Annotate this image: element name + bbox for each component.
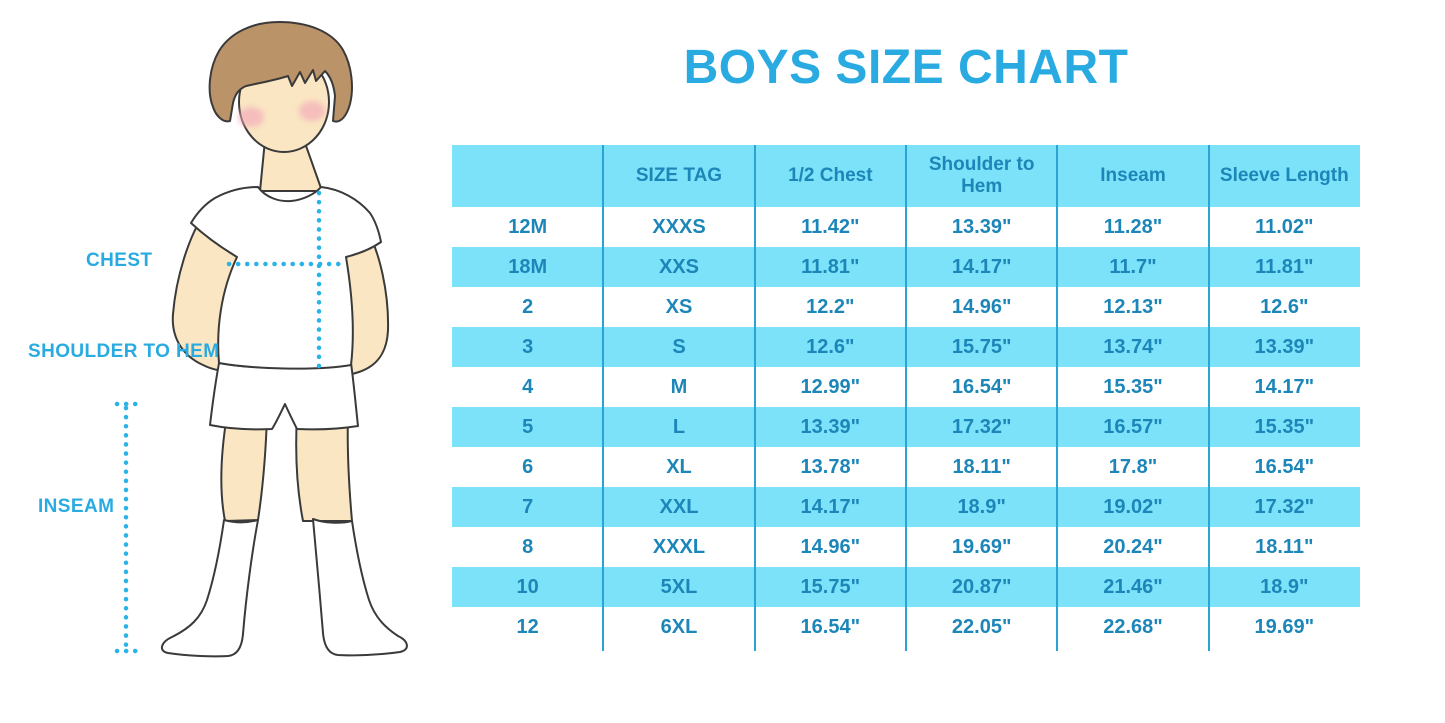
boy-shirt <box>190 186 382 370</box>
cell-size: 8 <box>522 535 534 558</box>
cell-size: 10 <box>516 575 539 598</box>
cell-sleeve-length: 14.17" <box>1254 375 1315 398</box>
cell-half-chest: 12.6" <box>806 335 855 358</box>
cell-size-tag: XL <box>666 455 692 478</box>
cell-shoulder-to-hem: 14.96" <box>951 295 1012 318</box>
cell-size-tag: XXS <box>658 255 699 278</box>
cell-shoulder-to-hem: 15.75" <box>951 335 1012 358</box>
cell-inseam: 12.13" <box>1103 295 1163 318</box>
column-divider <box>753 145 756 651</box>
cell-inseam: 22.68" <box>1103 615 1163 638</box>
cell-sleeve-length: 15.35" <box>1254 415 1315 438</box>
cell-shoulder-to-hem: 16.54" <box>951 375 1012 398</box>
cell-sleeve-length: 17.32" <box>1254 495 1315 518</box>
cell-sleeve-length: 12.6" <box>1260 295 1309 318</box>
cell-inseam: 13.74" <box>1103 335 1163 358</box>
header-cell-inseam: Inseam <box>1100 165 1166 187</box>
cell-size-tag: 6XL <box>660 615 698 638</box>
table-row: 12M XXXS 11.42" 13.39" 11.28" 11.02" <box>452 207 1360 247</box>
cell-size: 7 <box>522 495 534 518</box>
cell-size: 5 <box>522 415 534 438</box>
cell-size-tag: XXXS <box>652 215 706 238</box>
cell-half-chest: 12.99" <box>800 375 861 398</box>
cell-inseam: 16.57" <box>1103 415 1163 438</box>
cell-size-tag: XXXL <box>652 535 706 558</box>
page-title: BOYS SIZE CHART <box>683 41 1129 94</box>
cell-shoulder-to-hem: 19.69" <box>951 535 1012 558</box>
cell-half-chest: 14.96" <box>800 535 861 558</box>
column-divider <box>905 145 907 651</box>
cell-half-chest: 13.78" <box>800 455 861 478</box>
cell-size-tag: XXL <box>659 495 699 518</box>
cell-half-chest: 11.81" <box>801 255 860 278</box>
boy-hair <box>208 21 353 123</box>
cell-size: 12 <box>516 615 539 638</box>
table-row: 12 6XL 16.54" 22.05" 22.68" 19.69" <box>452 607 1360 647</box>
header-cell-shoulder-to-hem: Shoulder to Hem <box>928 154 1035 197</box>
cell-sleeve-length: 11.02" <box>1255 215 1314 238</box>
cell-size: 3 <box>522 335 534 358</box>
cell-sleeve-length: 18.11" <box>1255 535 1314 558</box>
cell-size: 12M <box>508 215 548 238</box>
cell-sleeve-length: 19.69" <box>1254 615 1315 638</box>
cell-shoulder-to-hem: 20.87" <box>951 575 1012 598</box>
cell-half-chest: 13.39" <box>800 415 861 438</box>
table-row: 8 XXXL 14.96" 19.69" 20.24" 18.11" <box>452 527 1360 567</box>
cell-inseam: 17.8" <box>1108 455 1158 478</box>
cell-size-tag: S <box>672 335 686 358</box>
cell-half-chest: 12.2" <box>806 295 855 318</box>
cell-sleeve-length: 16.54" <box>1254 455 1315 478</box>
cell-half-chest: 15.75" <box>800 575 861 598</box>
size-chart-table: SIZE TAG 1/2 Chest Shoulder to Hem Insea… <box>452 145 1360 651</box>
cell-half-chest: 16.54" <box>800 615 861 638</box>
cell-shoulder-to-hem: 17.32" <box>951 415 1012 438</box>
cell-sleeve-length: 18.9" <box>1260 575 1309 598</box>
cell-inseam: 11.28" <box>1103 215 1163 238</box>
cell-sleeve-length: 11.81" <box>1255 255 1314 278</box>
chest-label: CHEST <box>86 250 153 271</box>
boy-left-leg <box>220 414 268 522</box>
cell-size: 2 <box>522 295 534 318</box>
header-cell-size-tag: SIZE TAG <box>635 165 723 187</box>
table-row: 2 XS 12.2" 14.96" 12.13" 12.6" <box>452 287 1360 327</box>
boy-right-leg <box>295 414 353 522</box>
cell-inseam: 19.02" <box>1103 495 1163 518</box>
cell-sleeve-length: 13.39" <box>1254 335 1315 358</box>
cell-half-chest: 11.42" <box>801 215 860 238</box>
cell-inseam: 21.46" <box>1103 575 1163 598</box>
column-divider <box>1207 145 1210 651</box>
header-cell-half-chest: 1/2 Chest <box>788 165 873 187</box>
inseam-label: INSEAM <box>38 496 115 517</box>
cell-shoulder-to-hem: 18.11" <box>952 455 1011 478</box>
header-cell-sleeve-length: Sleeve Length <box>1219 165 1349 187</box>
boy-measurement-figure <box>114 21 408 658</box>
shoulder-to-hem-label: SHOULDER TO HEM <box>28 341 220 362</box>
cell-shoulder-to-hem: 22.05" <box>951 615 1012 638</box>
cell-shoulder-to-hem: 13.39" <box>951 215 1012 238</box>
cell-size-tag: XS <box>665 295 693 318</box>
cell-inseam: 15.35" <box>1103 375 1163 398</box>
cell-size: 4 <box>522 375 534 398</box>
cell-inseam: 20.24" <box>1103 535 1163 558</box>
cell-inseam: 11.7" <box>1109 255 1157 278</box>
table-row: 4 M 12.99" 16.54" 15.35" 14.17" <box>452 367 1360 407</box>
header-cell-size <box>452 145 603 207</box>
cell-shoulder-to-hem: 18.9" <box>957 495 1006 518</box>
boy-blush-left <box>238 107 264 127</box>
cell-size-tag: L <box>672 415 686 438</box>
boy-right-sock <box>312 518 408 657</box>
boy-blush-right <box>299 101 325 121</box>
column-divider <box>1056 145 1059 651</box>
cell-shoulder-to-hem: 14.17" <box>951 255 1012 278</box>
cell-size: 18M <box>508 255 548 278</box>
cell-size-tag: 5XL <box>660 575 698 598</box>
column-divider <box>602 145 605 651</box>
table-row: 6 XL 13.78" 18.11" 17.8" 16.54" <box>452 447 1360 487</box>
cell-size: 6 <box>522 455 534 478</box>
boy-left-sock <box>160 519 259 658</box>
cell-size-tag: M <box>670 375 688 398</box>
cell-half-chest: 14.17" <box>800 495 861 518</box>
boy-shorts <box>209 362 359 431</box>
